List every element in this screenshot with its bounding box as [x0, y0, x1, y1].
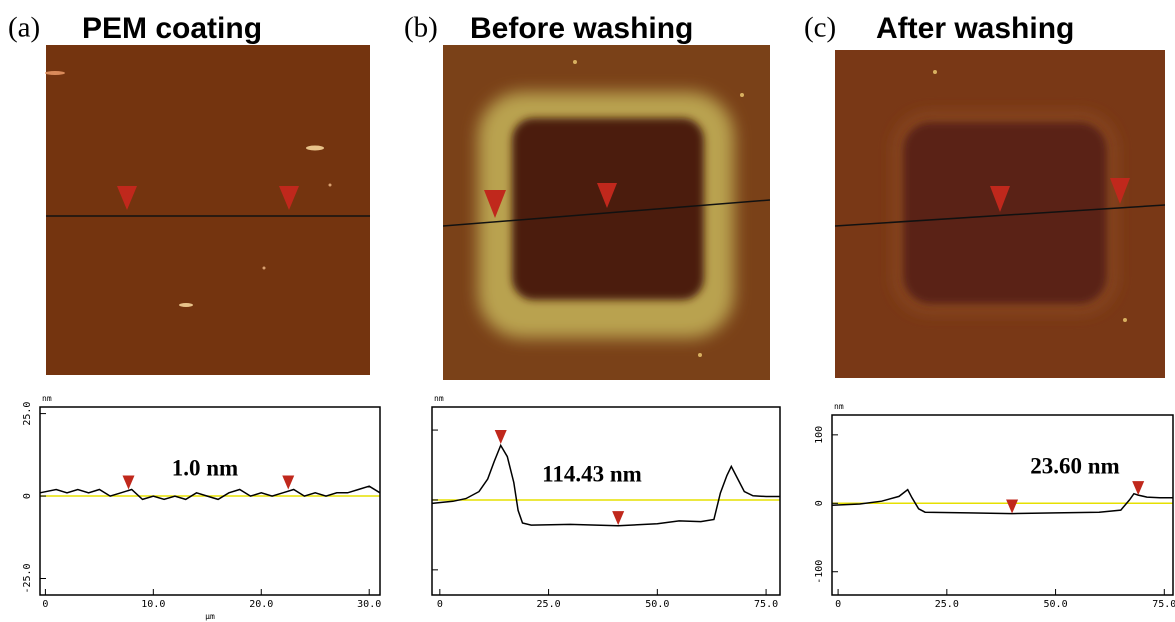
x-tick-label: 0 — [835, 599, 841, 610]
plot-frame — [39, 406, 381, 596]
cursor-marker — [1132, 481, 1145, 496]
x-tick-label: 0 — [42, 599, 48, 610]
y-axis-label: nm — [834, 402, 844, 411]
y-tick-label: 100 — [814, 426, 825, 444]
panel-title: Before washing — [470, 12, 693, 45]
x-tick-label: 10.0 — [141, 599, 165, 610]
afm-image — [835, 50, 1165, 378]
y-tick-label: 0 — [814, 500, 825, 506]
profile-line — [39, 485, 381, 501]
height-annotation: 23.60 nm — [1030, 453, 1119, 478]
panel-title: PEM coating — [82, 12, 262, 45]
x-tick-label: 75.0 — [1152, 599, 1175, 610]
cursor-marker — [282, 475, 295, 490]
x-tick-label: 20.0 — [249, 599, 273, 610]
x-tick-label: 25.0 — [935, 599, 959, 610]
x-tick-label: 0 — [437, 599, 443, 610]
cursor-marker — [122, 475, 135, 490]
y-tick-label: 0 — [22, 493, 33, 499]
cursor-marker — [612, 511, 625, 526]
cursor-marker — [494, 430, 507, 445]
x-tick-label: 30.0 — [357, 599, 381, 610]
x-tick-label: 50.0 — [645, 599, 669, 610]
y-tick-label: 25.0 — [22, 402, 33, 426]
y-axis-label: nm — [434, 394, 444, 403]
plot-frame — [431, 406, 781, 596]
x-axis-label: µm — [205, 612, 215, 621]
plot-frame — [831, 414, 1174, 596]
y-axis-label: nm — [42, 394, 52, 403]
profile-line — [431, 443, 780, 527]
panel-label: (b) — [404, 12, 438, 44]
panel-label: (c) — [804, 12, 836, 44]
y-tick-label: -25.0 — [22, 563, 33, 593]
panel-title: After washing — [876, 12, 1074, 45]
afm-image — [443, 45, 770, 380]
height-annotation: 114.43 nm — [542, 461, 642, 486]
cursor-marker — [1006, 499, 1019, 514]
x-tick-label: 50.0 — [1044, 599, 1068, 610]
height-annotation: 1.0 nm — [172, 455, 238, 480]
x-tick-label: 25.0 — [537, 599, 561, 610]
y-tick-label: -100 — [814, 560, 825, 584]
profile-line — [831, 488, 1173, 515]
x-tick-label: 75.0 — [754, 599, 778, 610]
afm-image — [45, 45, 370, 375]
panel-label: (a) — [8, 12, 40, 44]
